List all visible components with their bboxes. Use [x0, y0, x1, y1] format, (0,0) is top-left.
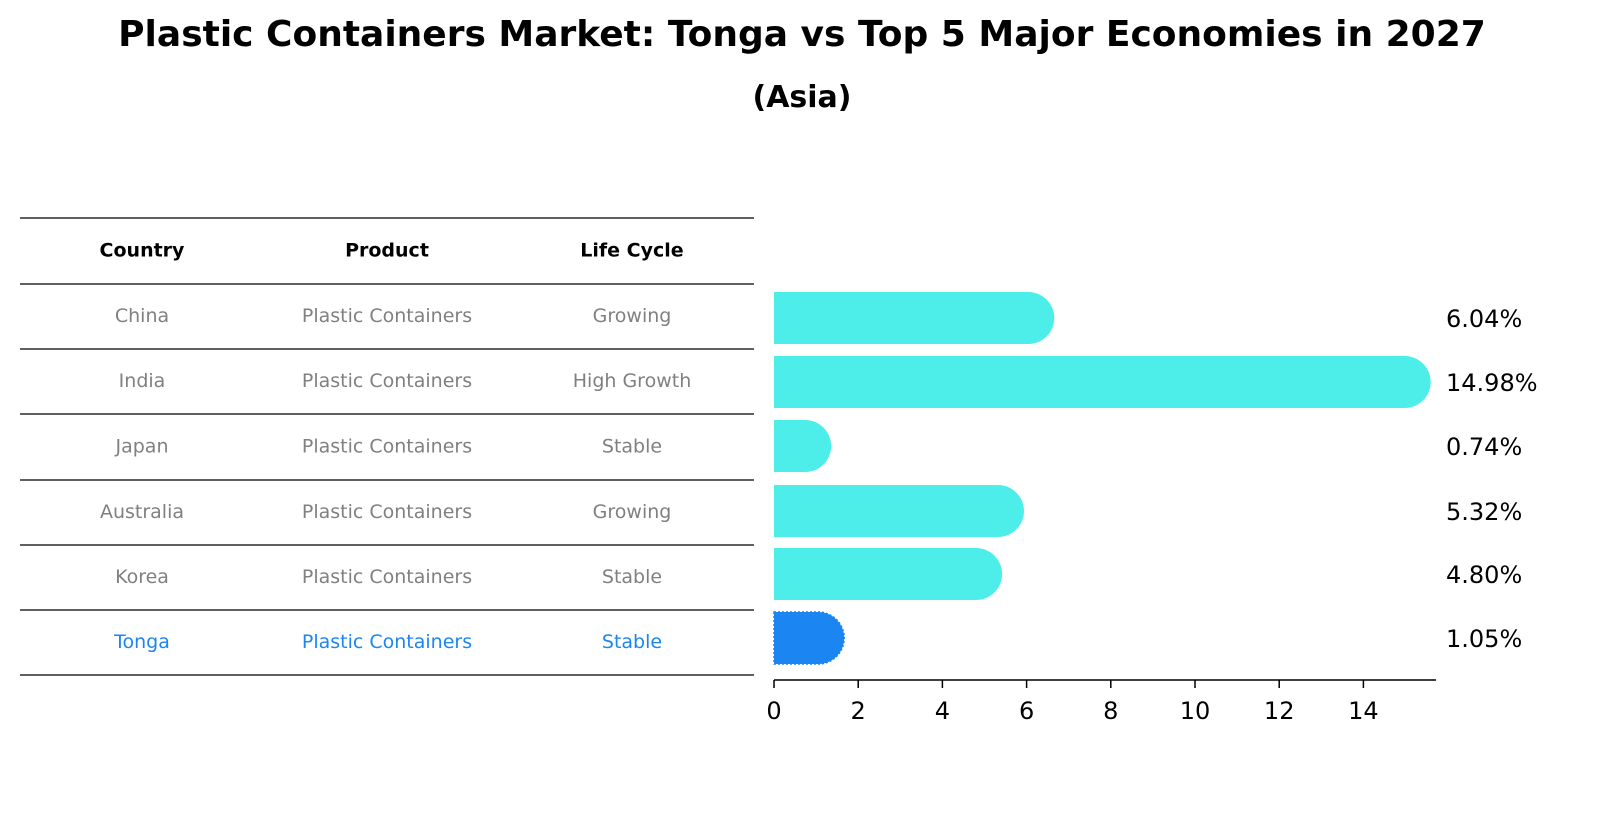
table-cell-country: China	[115, 305, 169, 327]
table-cell-country: Japan	[115, 436, 169, 458]
table-header-country: Country	[100, 240, 186, 262]
table-cell-country: Tonga	[113, 631, 170, 653]
value-label-japan: 0.74%	[1446, 433, 1522, 461]
table-cell-country: Korea	[115, 566, 169, 588]
value-label-china: 6.04%	[1446, 305, 1522, 333]
table-cell-life-cycle: Stable	[602, 566, 662, 588]
data-table: Country Product Life Cycle China Plastic Con…	[20, 217, 754, 676]
table-cell-product: Plastic Containers	[302, 631, 472, 653]
table-cell-product: Plastic Containers	[302, 305, 472, 327]
bar-tonga	[773, 611, 845, 665]
table-cell-product: Plastic Containers	[302, 566, 472, 588]
value-labels: 6.04% 14.98% 0.74% 5.32% 4.80% 1.05%	[1446, 305, 1538, 653]
table-cell-life-cycle: Growing	[593, 305, 672, 327]
x-axis: 0 2 4 6 8 10 12 14	[766, 679, 1436, 725]
bar-korea	[774, 548, 1003, 600]
table-cell-country: India	[119, 370, 166, 392]
table-header-product: Product	[345, 240, 429, 262]
chart-subtitle: (Asia)	[752, 80, 852, 115]
value-label-korea: 4.80%	[1446, 561, 1522, 589]
bar-japan	[774, 420, 832, 472]
chart-title: Plastic Containers Market: Tonga vs Top …	[118, 14, 1486, 55]
value-label-australia: 5.32%	[1446, 498, 1522, 526]
value-label-india: 14.98%	[1446, 369, 1538, 397]
table-cell-life-cycle: High Growth	[573, 370, 691, 392]
table-cell-country: Australia	[100, 501, 184, 523]
table-cell-product: Plastic Containers	[302, 370, 472, 392]
x-tick-label: 10	[1180, 697, 1211, 725]
x-tick-label: 6	[1019, 697, 1034, 725]
x-tick-label: 8	[1103, 697, 1118, 725]
x-tick-label: 12	[1264, 697, 1295, 725]
x-tick-label: 4	[935, 697, 950, 725]
x-tick-label: 2	[851, 697, 866, 725]
bar-china	[774, 292, 1055, 344]
table-cell-product: Plastic Containers	[302, 501, 472, 523]
table-cell-life-cycle: Stable	[602, 631, 662, 653]
table-cell-life-cycle: Stable	[602, 436, 662, 458]
bar-australia	[774, 485, 1024, 537]
table-header-life-cycle: Life Cycle	[580, 240, 683, 262]
table-cell-life-cycle: Growing	[593, 501, 672, 523]
bar-india	[774, 356, 1431, 408]
x-tick-label: 0	[766, 697, 781, 725]
table-cell-product: Plastic Containers	[302, 436, 472, 458]
bar-series	[773, 292, 1431, 665]
value-label-tonga: 1.05%	[1446, 625, 1522, 653]
x-tick-label: 14	[1348, 697, 1379, 725]
